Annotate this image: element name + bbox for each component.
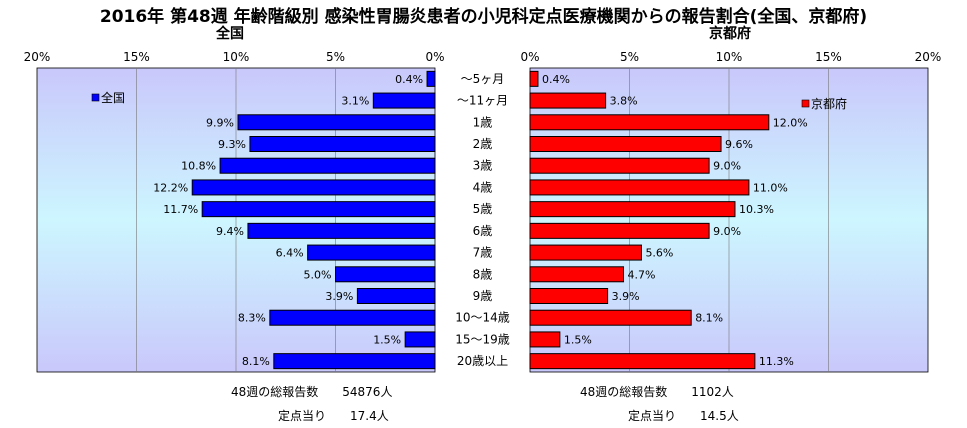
left-x-tick-label: 15%: [123, 50, 150, 64]
left-legend-label: 全国: [101, 90, 125, 105]
right-total-reports: 48週の総報告数 1102人: [580, 385, 734, 399]
left-x-tick-label: 0%: [425, 50, 444, 64]
left-bar: [273, 353, 436, 370]
left-bar-value-label: 3.1%: [341, 95, 369, 108]
left-panel-title: 全国: [216, 26, 244, 42]
left-bar-value-label: 1.5%: [373, 333, 401, 346]
right-bar-value-label: 11.3%: [759, 355, 794, 368]
right-bar: [529, 331, 561, 348]
left-x-tick-label: 20%: [24, 50, 51, 64]
right-bar: [529, 157, 710, 174]
right-x-tick-label: 10%: [716, 50, 743, 64]
right-bar: [529, 244, 642, 261]
age-category-label: 9歳: [473, 289, 493, 303]
left-bar-value-label: 11.7%: [163, 203, 198, 216]
right-bar: [529, 114, 770, 131]
age-category-label: 7歳: [473, 246, 493, 260]
right-bar: [529, 92, 607, 109]
right-legend-label: 京都府: [811, 96, 847, 111]
right-bar: [529, 266, 625, 283]
right-bar: [529, 222, 710, 239]
left-bar-value-label: 5.0%: [304, 268, 332, 281]
right-bar-value-label: 10.3%: [739, 203, 774, 216]
right-x-tick-label: 20%: [915, 50, 942, 64]
left-bar: [269, 309, 436, 326]
right-bar-value-label: 11.0%: [753, 181, 788, 194]
left-total-reports: 48週の総報告数 54876人: [231, 385, 393, 399]
right-bar-value-label: 1.5%: [564, 333, 592, 346]
age-category-label: 3歳: [473, 159, 493, 173]
age-category-label: 15～19歳: [455, 332, 510, 346]
left-bar-value-label: 6.4%: [276, 247, 304, 260]
right-bar-value-label: 9.6%: [725, 138, 753, 151]
age-category-label: ～11ヶ月: [457, 94, 508, 108]
left-bar: [404, 331, 436, 348]
age-category-label: 2歳: [473, 137, 493, 151]
right-bar-value-label: 4.7%: [628, 268, 656, 281]
left-bar-value-label: 0.4%: [395, 73, 423, 86]
left-per-site: 定点当り 17.4人: [278, 409, 389, 423]
left-bar-value-label: 12.2%: [153, 181, 188, 194]
left-bar: [219, 157, 436, 174]
right-bar-value-label: 0.4%: [542, 73, 570, 86]
left-bar-value-label: 8.3%: [238, 312, 266, 325]
left-bar-value-label: 8.1%: [242, 355, 270, 368]
age-category-label: 6歳: [473, 224, 493, 238]
right-bar-value-label: 8.1%: [695, 312, 723, 325]
left-bar-value-label: 3.9%: [325, 290, 353, 303]
right-x-tick-label: 5%: [620, 50, 639, 64]
left-bar: [426, 70, 436, 87]
right-bar: [529, 353, 756, 370]
left-bar-value-label: 10.8%: [181, 160, 216, 173]
right-bar-value-label: 5.6%: [645, 247, 673, 260]
right-bar-value-label: 3.8%: [610, 95, 638, 108]
right-bar-value-label: 3.9%: [612, 290, 640, 303]
left-legend-swatch: [91, 93, 100, 102]
age-category-label: 5歳: [473, 202, 493, 216]
age-category-label: 10～14歳: [455, 311, 510, 325]
chart-title: 2016年 第48週 年齢階級別 感染性胃腸炎患者の小児科定点医療機関からの報告…: [99, 7, 868, 27]
right-legend-swatch: [801, 99, 810, 108]
right-panel-title: 京都府: [709, 26, 751, 42]
right-bar-value-label: 12.0%: [773, 116, 808, 129]
left-bar: [307, 244, 436, 261]
age-category-label: 1歳: [473, 115, 493, 129]
right-bar: [529, 70, 539, 87]
left-bar: [372, 92, 436, 109]
left-bar-value-label: 9.3%: [218, 138, 246, 151]
right-bar: [529, 288, 609, 304]
right-x-tick-label: 15%: [815, 50, 842, 64]
right-bar: [529, 309, 692, 326]
left-bar-value-label: 9.9%: [206, 116, 234, 129]
right-bar-value-label: 9.0%: [713, 225, 741, 238]
left-bar: [201, 201, 436, 218]
right-x-tick-label: 0%: [520, 50, 539, 64]
left-bar-value-label: 9.4%: [216, 225, 244, 238]
left-bar: [356, 288, 436, 304]
right-bar: [529, 201, 736, 218]
left-x-tick-label: 10%: [223, 50, 250, 64]
left-x-tick-label: 5%: [326, 50, 345, 64]
right-bar: [529, 179, 750, 196]
left-bar: [247, 222, 436, 239]
age-category-label: 20歳以上: [457, 354, 508, 368]
left-bar: [191, 179, 436, 196]
left-bar: [237, 114, 436, 131]
age-category-label: ～5ヶ月: [461, 72, 505, 86]
age-category-label: 8歳: [473, 267, 493, 281]
right-per-site: 定点当り 14.5人: [628, 409, 739, 423]
left-bar: [335, 266, 436, 283]
right-bar-value-label: 9.0%: [713, 160, 741, 173]
right-bar: [529, 136, 722, 152]
left-bar: [249, 136, 436, 152]
age-category-label: 4歳: [473, 180, 493, 194]
